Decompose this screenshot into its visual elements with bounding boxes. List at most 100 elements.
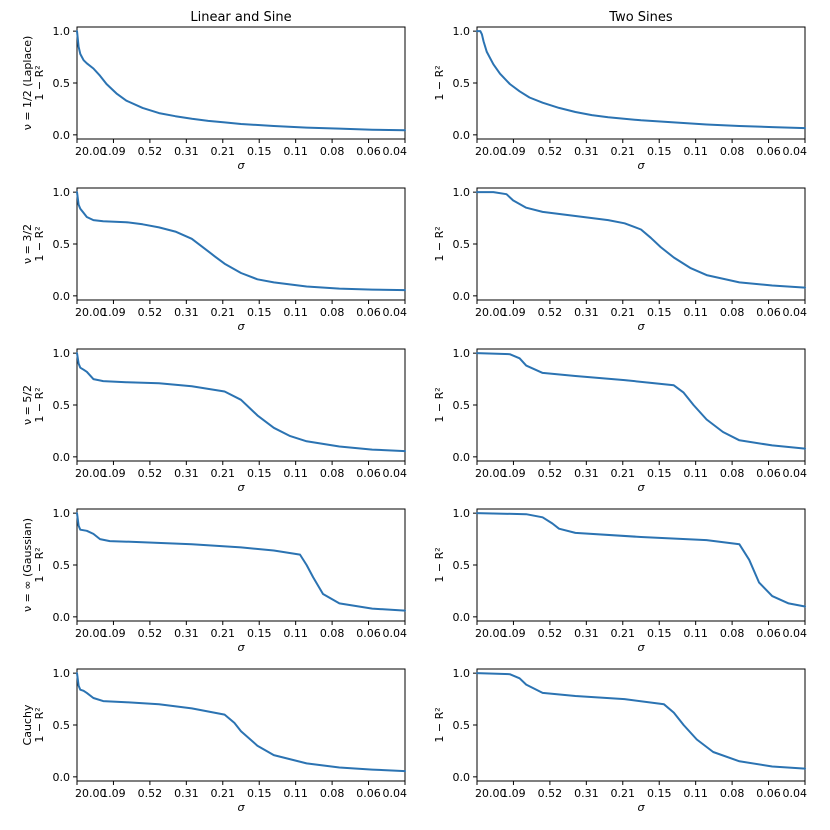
y-tick-label: 0.5 (53, 238, 71, 251)
x-tick-label: 0.15 (647, 627, 672, 640)
x-tick-label: 0.21 (211, 145, 236, 158)
x-tick-label: 0.04 (383, 306, 408, 319)
x-tick-label: 0.15 (247, 467, 272, 480)
subplot-row3-col2: 0.0 0.5 1.0 20.001.09 0.52 0.31 0.21 0.15 0.11 0.… (433, 347, 807, 494)
x-tick-label: 0.08 (320, 787, 345, 800)
panel-grid: 0.00.51.020.001.09 0.52 0.31 0.21 0.15 0.11 0.… (21, 25, 807, 814)
x-tick-label: 0.52 (138, 787, 163, 800)
axes-frame (76, 508, 406, 622)
x-tick-label: 1.09 (101, 467, 126, 480)
x-axis-label: σ (638, 801, 646, 814)
x-tick-label: 0.52 (538, 787, 563, 800)
y-tick-label: 1.0 (53, 25, 71, 38)
x-tick-label: 0.52 (538, 467, 563, 480)
x-tick-label: 0.11 (683, 787, 708, 800)
x-tick-label: 0.06 (356, 787, 381, 800)
x-tick-label: 0.08 (720, 467, 745, 480)
x-tick-label: 0.52 (138, 145, 163, 158)
series-line (476, 352, 806, 450)
y-tick-label: 0.5 (53, 399, 71, 412)
y-axis-label: 1 − R² (33, 65, 46, 100)
subplot-row4-col2: 0.0 0.5 1.0 20.001.09 0.52 0.31 0.21 0.15 0.11 0.… (433, 507, 807, 654)
x-tick-label: 0.21 (611, 306, 636, 319)
x-tick-label: 0.08 (720, 787, 745, 800)
axes-frame (476, 508, 806, 622)
subplot-row1-col1: 0.0 0.5 1.0 20.001.09 0.52 0.31 0.21 0.15 0.11 0.… (21, 25, 407, 172)
x-tick-label: 0.52 (538, 145, 563, 158)
x-tick-label: 0.31 (174, 306, 199, 319)
x-tick-label: 0.21 (211, 787, 236, 800)
x-axis-label: σ (238, 801, 246, 814)
x-tick-label: 1.09 (501, 306, 526, 319)
y-axis-label: 1 − R² (433, 707, 446, 742)
y-tick-label: 0.5 (53, 77, 71, 90)
y-tick-label: 1.0 (453, 667, 471, 680)
x-tick-label: 0.04 (783, 467, 808, 480)
row-label: ν = 5/2 (21, 385, 34, 425)
x-tick-label: 0.52 (138, 306, 163, 319)
x-tick-label: 0.52 (138, 467, 163, 480)
y-axis-label: 1 − R² (33, 547, 46, 582)
x-tick-label: 20.00 (475, 627, 507, 640)
y-axis-label: 1 − R² (33, 226, 46, 261)
subplot-row2-col1: 0.0 0.5 1.0 20.001.09 0.52 0.31 0.21 0.15 0.11 0.… (21, 186, 407, 333)
x-axis-label: σ (238, 641, 246, 654)
y-tick-label: 0.0 (453, 451, 471, 464)
y-tick-label: 0.0 (453, 771, 471, 784)
x-tick-label: 0.52 (538, 306, 563, 319)
x-tick-label: 0.04 (783, 306, 808, 319)
x-tick-label: 0.15 (247, 627, 272, 640)
x-tick-label: 0.06 (356, 306, 381, 319)
y-axis-label: 1 − R² (433, 387, 446, 422)
x-tick-label: 0.06 (356, 145, 381, 158)
x-tick-label: 1.09 (501, 787, 526, 800)
x-tick-label: 20.00 (75, 145, 107, 158)
x-tick-label: 0.21 (611, 467, 636, 480)
subplot-row5-col2: 0.0 0.5 1.0 20.001.09 0.52 0.31 0.21 0.15 0.11 0.… (433, 667, 807, 814)
axes-frame (76, 668, 406, 782)
y-tick-label: 0.5 (53, 559, 71, 572)
y-tick-label: 0.0 (453, 129, 471, 142)
x-tick-label: 0.04 (383, 145, 408, 158)
x-tick-label: 0.31 (574, 627, 599, 640)
x-tick-label: 0.06 (356, 467, 381, 480)
y-tick-label: 0.5 (453, 238, 471, 251)
x-tick-label: 0.11 (283, 145, 308, 158)
y-tick-label: 0.0 (53, 451, 71, 464)
row-label: ν = 3/2 (21, 224, 34, 264)
y-tick-label: 0.0 (453, 611, 471, 624)
y-tick-label: 1.0 (53, 667, 71, 680)
series-line (476, 30, 806, 130)
y-tick-label: 1.0 (453, 507, 471, 520)
x-tick-label: 1.09 (501, 467, 526, 480)
x-tick-label: 0.08 (720, 627, 745, 640)
x-tick-label: 20.00 (475, 145, 507, 158)
series-line (76, 30, 406, 132)
y-tick-label: 0.5 (453, 559, 471, 572)
y-axis-label: 1 − R² (433, 226, 446, 261)
x-tick-label: 0.04 (383, 787, 408, 800)
x-tick-label: 0.31 (174, 627, 199, 640)
x-tick-label: 0.15 (647, 787, 672, 800)
y-tick-label: 1.0 (53, 186, 71, 199)
x-tick-label: 0.11 (283, 467, 308, 480)
subplot-row1-col2: 0.0 0.5 1.0 20.001.09 0.52 0.31 0.21 0.15 0.11 0.… (433, 25, 807, 172)
x-tick-label: 0.11 (283, 787, 308, 800)
x-tick-label: 20.00 (75, 467, 107, 480)
y-tick-label: 0.0 (53, 771, 71, 784)
x-tick-label: 1.09 (501, 627, 526, 640)
x-tick-label: 0.15 (647, 145, 672, 158)
subplot-row5-col1: 0.0 0.5 1.0 20.001.09 0.52 0.31 0.21 0.15 0.11 0.… (21, 667, 407, 814)
y-tick-label: 0.0 (453, 290, 471, 303)
x-tick-label: 0.15 (247, 306, 272, 319)
series-line (76, 191, 406, 292)
x-tick-label: 0.11 (683, 627, 708, 640)
x-tick-label: 0.31 (174, 145, 199, 158)
y-tick-label: 1.0 (453, 186, 471, 199)
y-tick-label: 1.0 (453, 25, 471, 38)
y-tick-label: 0.5 (453, 77, 471, 90)
x-tick-label: 20.00 (75, 627, 107, 640)
y-tick-label: 0.0 (53, 611, 71, 624)
x-tick-label: 0.06 (756, 787, 781, 800)
x-axis-label: σ (638, 481, 646, 494)
